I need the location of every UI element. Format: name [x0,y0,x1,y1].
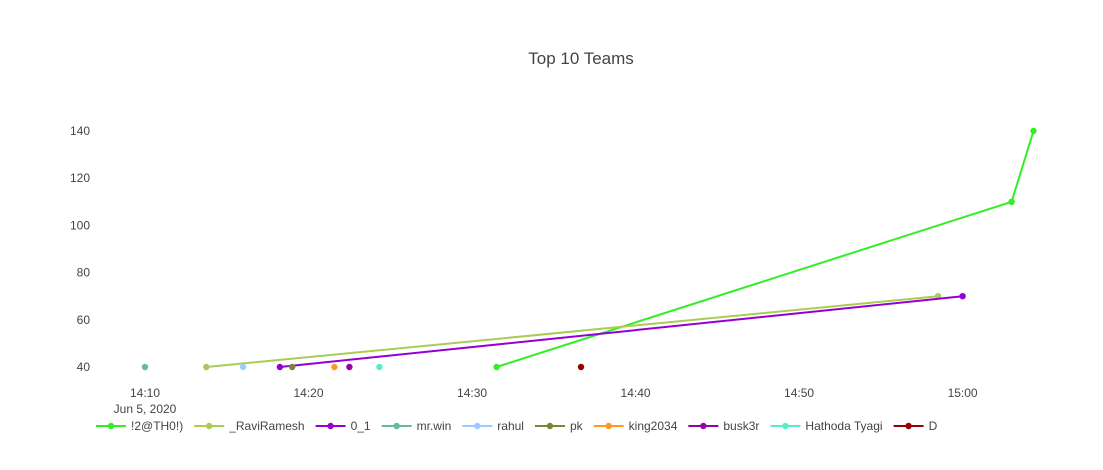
y-tick-label: 100 [70,218,90,232]
data-point[interactable] [1008,198,1015,205]
legend-label: !2@TH0!) [131,419,183,433]
plot-area [141,127,1037,371]
series-line [206,295,939,368]
legend-item[interactable]: pk [534,419,584,433]
data-point[interactable] [276,363,284,371]
x-tick-sublabel: Jun 5, 2020 [114,402,177,416]
x-tick-label: 15:00 [948,386,978,400]
legend-swatch-marker [782,422,789,430]
series-1 [203,293,942,371]
legend-label: pk [570,419,584,433]
legend-label: Hathoda Tyagi [805,419,882,433]
legend-item[interactable]: mr.win [381,419,452,433]
data-point[interactable] [239,363,247,371]
legend-swatch-marker [546,422,554,430]
data-point[interactable] [577,363,585,371]
series-6 [331,363,338,371]
y-tick-label: 120 [70,171,90,185]
y-axis: 40 60 80 100 120 140 [70,124,90,374]
legend-swatch-marker [327,422,334,430]
x-tick-label: 14:50 [784,386,814,400]
legend-swatch-marker [474,422,481,430]
data-point[interactable] [346,363,353,371]
legend-swatch-marker [905,422,912,430]
data-point[interactable] [331,363,338,371]
legend-item[interactable]: !2@TH0!) [96,419,183,433]
legend-label: D [929,419,938,433]
series-line [279,295,963,368]
x-axis: 14:10 Jun 5, 2020 14:20 14:30 14:40 14:50 15:0… [114,386,978,416]
legend-swatch-marker [393,422,400,430]
data-point[interactable] [203,363,210,371]
series-3 [141,363,149,371]
data-point[interactable] [493,363,500,371]
legend-label: 0_1 [351,419,371,433]
series-2 [276,293,966,371]
legend-swatch-marker [700,422,707,430]
data-point[interactable] [959,293,966,300]
legend-label: mr.win [417,419,452,433]
x-tick-label: 14:20 [294,386,324,400]
y-tick-label: 40 [77,360,91,374]
legend-item[interactable]: 0_1 [315,419,371,433]
x-tick-label: 14:30 [457,386,487,400]
legend-item[interactable]: Hathoda Tyagi [770,419,883,433]
legend-item[interactable]: busk3r [688,419,759,433]
legend-swatch-marker [605,422,612,430]
data-point[interactable] [141,363,149,371]
x-tick-label: 14:10 [130,386,160,400]
legend-label: rahul [497,419,524,433]
series-0 [493,127,1037,371]
legend-item[interactable]: king2034 [593,419,678,433]
data-point[interactable] [1030,127,1037,135]
series-9 [577,363,585,371]
series-4 [239,363,247,371]
legend-item[interactable]: D [893,419,938,433]
chart-title: Top 10 Teams [528,49,634,68]
legend-item[interactable]: rahul [462,419,524,433]
legend: !2@TH0!) _RaviRamesh 0_1 mr.win rahul pk king2… [96,419,938,433]
data-point[interactable] [289,363,296,371]
series-5 [289,363,296,371]
x-tick-label: 14:40 [621,386,651,400]
legend-label: busk3r [723,419,759,433]
y-tick-label: 80 [77,266,91,280]
y-tick-label: 60 [77,313,91,327]
legend-label: _RaviRamesh [228,419,304,433]
legend-swatch-marker [107,422,115,430]
legend-item[interactable]: _RaviRamesh [194,419,305,433]
y-tick-label: 140 [70,124,90,138]
series-8 [376,363,383,371]
series-7 [346,363,353,371]
legend-swatch-marker [206,422,213,430]
legend-label: king2034 [629,419,678,433]
data-point[interactable] [376,363,383,371]
